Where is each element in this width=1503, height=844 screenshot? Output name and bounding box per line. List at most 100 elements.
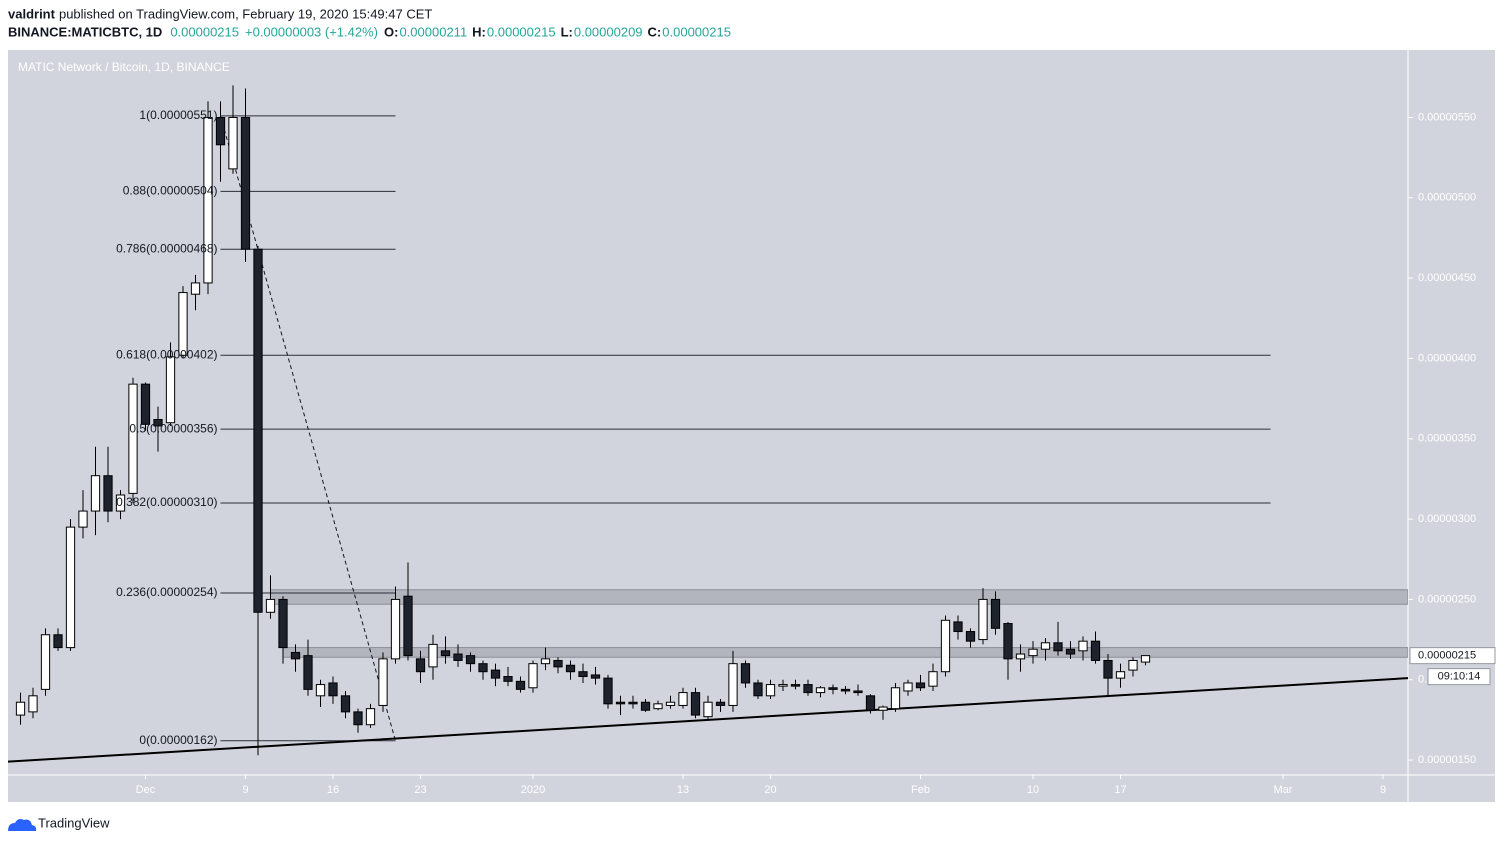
countdown-box [1427,668,1491,686]
candle-body [690,692,701,716]
candle-body [865,695,876,711]
candle-body [628,701,638,705]
zone [270,589,1408,605]
zone [282,647,1408,658]
header-published: published on TradingView.com, February 1… [59,6,432,21]
candle-body [928,671,938,687]
candle-body [640,701,651,711]
x-tick-label: 2020 [521,784,545,796]
candle-body [553,659,563,668]
x-tick-label: 20 [764,784,776,796]
header-c-label: C: [648,24,662,39]
x-tick-label: 17 [1114,784,1126,796]
candle-body [390,598,401,660]
x-tick-label: Dec [136,784,156,796]
plot-area [8,85,1408,763]
candle-body [278,598,288,649]
candle-body [615,701,626,705]
candle-body [403,595,413,657]
candle-body [1128,659,1138,671]
fib-level-label: 0(0.00000162) [139,733,217,747]
candle-body [953,621,963,633]
candle-body [1015,653,1026,660]
candle-body [328,682,338,697]
candle-body [453,653,463,661]
header-c: 0.00000215 [662,24,731,39]
fib-level-label: 0.236(0.00000254) [116,585,217,599]
candle-body [203,116,213,284]
fib-level-label: 1(0.00000551) [139,108,217,122]
candle-body [428,643,438,668]
header-o-label: O: [384,24,398,39]
candle-body [465,655,476,665]
header-symbol: BINANCE:MATICBTC, 1D [8,24,162,39]
candle-body [978,598,988,641]
last-price-tag [1409,647,1496,665]
candle-body [653,703,663,710]
header-l-label: L: [561,24,573,39]
candle-body [53,634,63,649]
y-tick-label: 0.00000250 [1418,593,1476,605]
candle-body [778,684,788,687]
candle-body [1115,671,1126,679]
fib-level-label: 0.618(0.00000402) [116,347,217,361]
candle-body [578,671,588,678]
candle-body [340,695,351,713]
x-tick-label: 9 [242,784,248,796]
candle-body [540,658,551,665]
footer-logo: TradingView [8,815,110,831]
candle-body [665,701,676,706]
candle-body [265,598,276,613]
candle-body [515,680,526,690]
countdown: 09:10:14 [1438,671,1481,683]
candle-body [715,701,726,706]
y-tick-label: 0.00000550 [1418,111,1476,123]
header-user: valdrint [8,6,56,21]
candle-body [965,631,976,642]
candle-body [78,510,88,528]
fib-level-label: 0.88(0.00000504) [123,184,218,198]
candle-body [378,658,388,706]
x-tick-label: 23 [414,784,426,796]
candle-body [290,651,301,660]
last-price-label: 0.00000215 [1418,650,1476,662]
candle-body [528,663,538,689]
candle-body [240,116,251,250]
header-change: +0.00000003 (+1.42%) [245,24,378,39]
header-l: 0.00000209 [574,24,643,39]
candle-body [1065,648,1076,655]
candle-body [165,356,176,424]
candle-body [853,690,863,694]
candle-body [803,684,813,694]
candle-body [878,706,888,711]
candle-body [828,687,838,690]
candle-body [1003,623,1013,660]
fib-level-label: 0.382(0.00000310) [116,495,217,509]
candle-body [103,475,113,512]
x-tick-label: 9 [1380,784,1386,796]
candle-body [1040,642,1051,650]
y-tick-label: 0.00000150 [1418,754,1476,766]
candle-body [353,711,363,726]
candle-body [503,676,513,682]
x-tick-label: 16 [327,784,339,796]
candle-body [765,684,776,697]
candle-body [1078,640,1088,652]
fib-level-label: 0.5(0.00000356) [129,421,217,435]
x-tick-label: 10 [1027,784,1039,796]
candle-body [740,663,751,684]
candle-body [315,684,326,697]
logo-icon [8,819,37,831]
candle-body [890,687,901,710]
candle-body [703,701,713,718]
candle-body [415,658,426,673]
candle-body [728,663,738,706]
candle-body [215,116,226,146]
candle-body [790,684,801,687]
candle-body [840,688,851,692]
candle-body [253,248,263,613]
header-h-label: H: [472,24,486,39]
candle-body [903,682,913,692]
candle-body [1103,659,1113,679]
